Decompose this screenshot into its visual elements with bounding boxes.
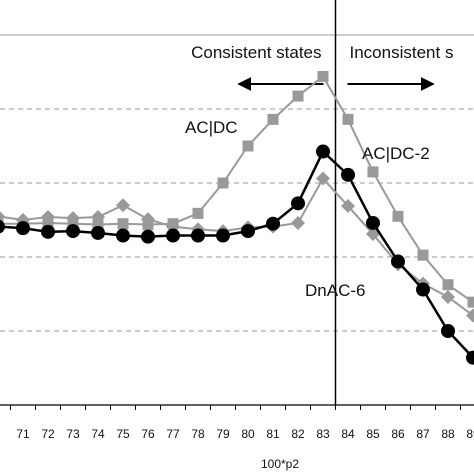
data-point <box>242 140 254 152</box>
series-line <box>0 176 474 318</box>
data-point <box>91 225 105 240</box>
data-point <box>466 308 474 323</box>
data-point <box>441 289 455 304</box>
data-point <box>41 210 55 225</box>
data-point <box>417 249 429 261</box>
series-ac-dc-2 <box>0 171 474 323</box>
series-dnac-6 <box>0 144 474 365</box>
data-point <box>116 198 130 213</box>
series-annotation: DnAC-6 <box>305 281 365 300</box>
data-point <box>41 224 55 239</box>
region-label-inconsistent: Inconsistent s <box>350 43 454 62</box>
x-tick-label: 79 <box>216 427 230 441</box>
data-point <box>91 210 105 225</box>
data-point <box>392 210 404 222</box>
data-point <box>342 113 354 125</box>
x-tick-label: 73 <box>66 427 80 441</box>
region-label-consistent: Consistent states <box>191 43 321 62</box>
data-point <box>116 228 130 243</box>
data-point <box>316 171 330 186</box>
series-annotation: AC|DC <box>185 118 238 137</box>
x-tick-label: 86 <box>391 427 405 441</box>
x-tick-label: 74 <box>91 427 105 441</box>
gridlines <box>0 34 474 332</box>
data-point <box>466 350 474 365</box>
data-point <box>266 216 280 231</box>
data-point <box>0 211 5 222</box>
x-tick-label: 78 <box>191 427 205 441</box>
data-point <box>191 228 205 243</box>
data-point <box>166 228 180 243</box>
data-point <box>217 177 229 189</box>
data-point <box>467 296 474 308</box>
data-point <box>292 90 304 102</box>
x-tick-label: 81 <box>266 427 280 441</box>
series-ac-dc <box>0 70 474 308</box>
x-tick-label: 82 <box>291 427 305 441</box>
data-point <box>391 254 405 269</box>
x-axis-label: 100*p2 <box>261 457 299 471</box>
data-point <box>0 219 5 234</box>
data-point <box>66 224 80 239</box>
x-tick-label: 85 <box>366 427 380 441</box>
x-tick-label: 84 <box>341 427 355 441</box>
data-point <box>267 113 279 125</box>
annotations: AC|DC AC|DC-2 DnAC-6 <box>185 118 430 300</box>
x-tick-label: 88 <box>441 427 455 441</box>
x-tick-label: 87 <box>416 427 430 441</box>
data-point <box>16 221 30 236</box>
x-ticks: 71 72 73 74 75 76 77 78 79 80 81 82 83 84 85 86 87 88 89 <box>10 405 474 441</box>
x-tick-label: 77 <box>166 427 180 441</box>
data-point <box>441 324 455 338</box>
x-tick-label: 72 <box>41 427 55 441</box>
data-point <box>141 229 155 244</box>
series-annotation: AC|DC-2 <box>362 144 430 163</box>
series <box>0 70 474 365</box>
data-point <box>291 215 305 230</box>
x-tick-label: 71 <box>16 427 30 441</box>
data-point <box>317 70 329 82</box>
data-point <box>117 218 129 230</box>
data-point <box>316 144 330 159</box>
data-point <box>341 198 355 213</box>
data-point <box>367 166 379 178</box>
data-point <box>66 211 80 226</box>
x-tick-label: 89 <box>466 427 474 441</box>
x-tick-label: 80 <box>241 427 255 441</box>
region-divider: Consistent states Inconsistent s <box>191 0 453 405</box>
data-point <box>192 207 204 219</box>
data-point <box>416 282 430 297</box>
data-point <box>216 228 230 243</box>
data-point <box>341 167 355 182</box>
data-point <box>241 224 255 239</box>
data-point <box>92 218 104 230</box>
data-point <box>291 196 305 211</box>
series-line <box>0 74 474 304</box>
data-point <box>442 279 454 291</box>
x-tick-label: 76 <box>141 427 155 441</box>
data-point <box>366 215 380 230</box>
data-point <box>141 212 155 227</box>
x-tick-label: 75 <box>116 427 130 441</box>
x-tick-label: 83 <box>316 427 330 441</box>
